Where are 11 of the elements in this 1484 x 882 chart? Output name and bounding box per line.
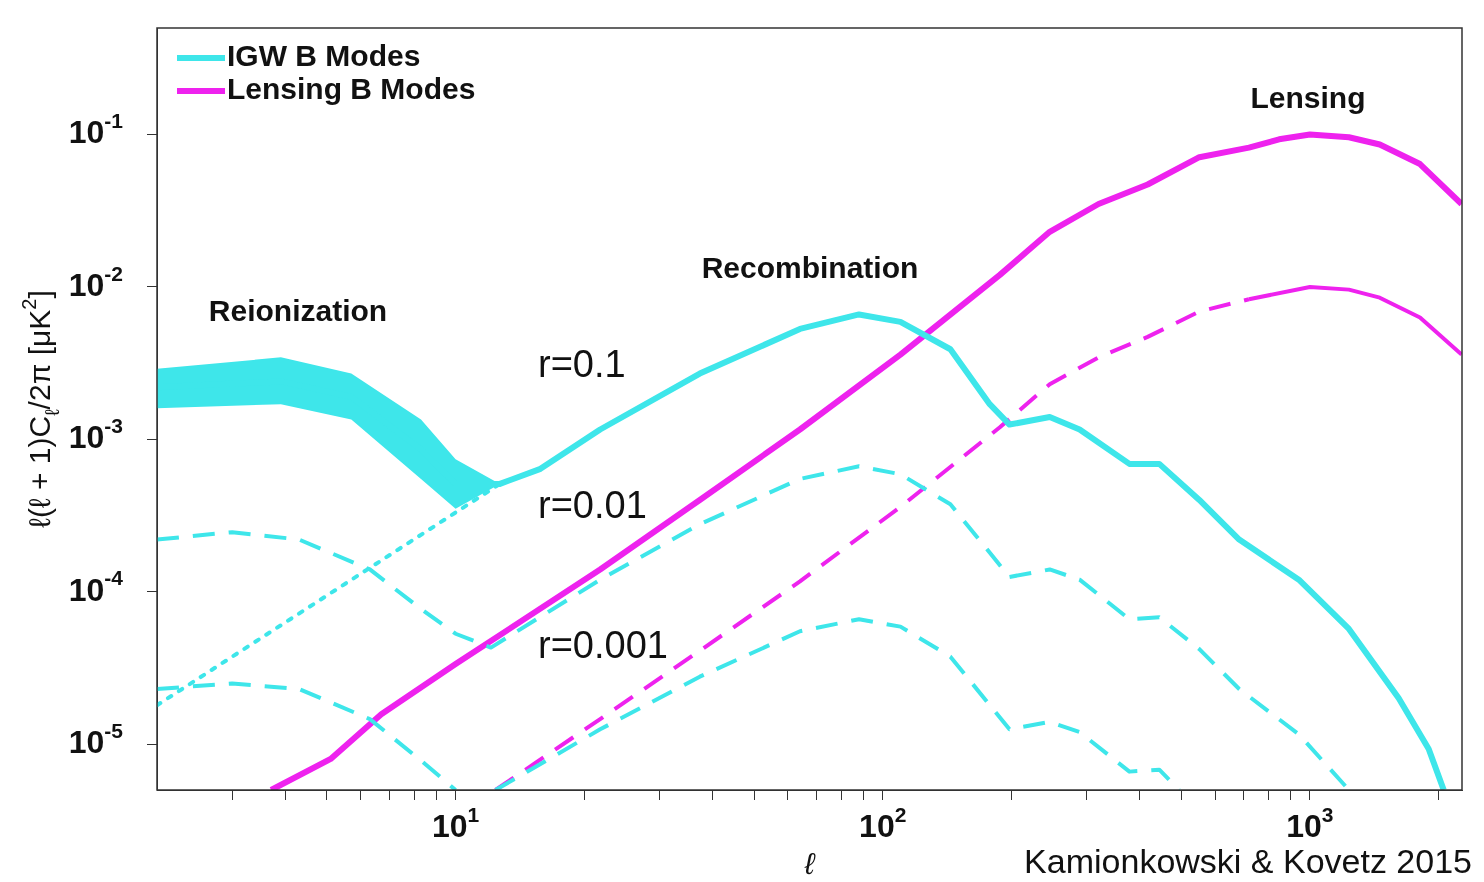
annotation: Lensing xyxy=(1250,81,1366,115)
legend-label: Lensing B Modes xyxy=(227,72,476,106)
x-axis-title: ℓ xyxy=(803,847,816,881)
text: Kamionkowski & Kovetz 2015 xyxy=(1024,842,1473,881)
annotation: Reionization xyxy=(208,294,388,328)
y-axis-title: ℓ(ℓ + 1)Cℓ/2π [μK2] xyxy=(18,290,63,528)
annotation: r=0.01 xyxy=(538,484,647,527)
annotation: r=0.1 xyxy=(538,343,626,386)
annotation: r=0.001 xyxy=(538,624,668,667)
annotation: Recombination xyxy=(701,251,919,285)
legend-label: IGW B Modes xyxy=(227,39,421,73)
